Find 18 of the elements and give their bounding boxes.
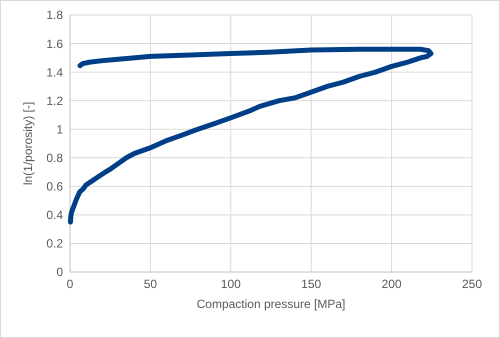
x-tick-label: 50 [144, 277, 158, 291]
y-tick-label: 0 [56, 265, 64, 280]
x-axis-title: Compaction pressure [MPa] [196, 297, 346, 311]
x-tick-label: 200 [382, 277, 402, 291]
x-tick-label: 100 [220, 277, 242, 291]
y-tick-label: 0.6 [46, 180, 64, 194]
x-tick-label: 250 [462, 277, 482, 291]
y-tick-label: 1.4 [46, 65, 64, 80]
y-tick-label: 1.6 [46, 36, 64, 51]
y-tick-label: 0.4 [46, 208, 64, 222]
y-tick-label: 1.8 [46, 8, 64, 22]
y-axis-title: ln(1/porosity) [-] [21, 102, 35, 186]
y-tick-label: 1.2 [46, 94, 64, 108]
y-tick-label: 0.8 [46, 150, 64, 165]
x-tick-label: 150 [301, 277, 322, 291]
y-tick-label: 1 [56, 122, 64, 136]
x-tick-label: 0 [66, 277, 74, 291]
y-tick-label: 0.2 [46, 236, 64, 251]
